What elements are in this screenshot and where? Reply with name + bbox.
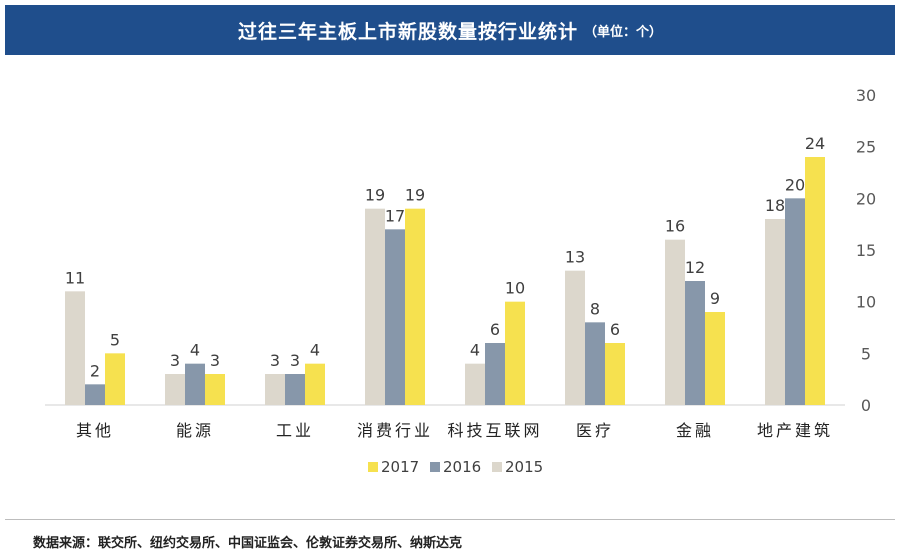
data-label: 4 <box>190 341 200 360</box>
x-tick-label: 科技互联网 <box>447 421 542 440</box>
bar <box>785 198 805 405</box>
data-label: 17 <box>385 206 405 225</box>
bar <box>85 384 105 405</box>
x-tick-label: 其他 <box>76 421 114 440</box>
chart-title: 过往三年主板上市新股数量按行业统计 <box>237 20 578 43</box>
chart-title-bar: 过往三年主板上市新股数量按行业统计 （单位：个） <box>5 5 895 55</box>
y-tick-label: 15 <box>856 241 876 260</box>
bar <box>465 363 485 405</box>
data-label: 3 <box>210 351 220 370</box>
data-label: 3 <box>290 351 300 370</box>
data-label: 19 <box>365 186 385 205</box>
bar <box>585 322 605 405</box>
data-label: 6 <box>490 320 500 339</box>
data-label: 8 <box>590 299 600 318</box>
bar <box>65 291 85 405</box>
bar <box>565 270 585 405</box>
bar <box>765 219 785 405</box>
data-label: 18 <box>765 196 785 215</box>
chart-unit-label: （单位：个） <box>584 24 663 40</box>
data-label: 10 <box>505 279 525 298</box>
data-source-note: 数据来源：联交所、纽约交易所、中国证监会、伦敦证券交易所、纳斯达克 <box>33 536 463 551</box>
bar <box>105 353 125 405</box>
data-label: 2 <box>90 361 100 380</box>
bar <box>265 374 285 405</box>
x-tick-label: 地产建筑 <box>757 421 833 440</box>
bar <box>185 363 205 405</box>
bar <box>505 301 525 405</box>
y-tick-label: 0 <box>861 396 871 415</box>
data-label: 4 <box>310 341 320 360</box>
bar <box>405 208 425 405</box>
bar <box>605 343 625 405</box>
bar <box>165 374 185 405</box>
data-label: 5 <box>110 330 120 349</box>
bar <box>385 229 405 405</box>
legend-swatch <box>368 462 378 472</box>
y-tick-label: 5 <box>861 344 871 363</box>
bar <box>705 312 725 405</box>
x-tick-label: 金融 <box>676 421 714 440</box>
bar <box>685 281 705 405</box>
data-label: 4 <box>470 341 480 360</box>
x-tick-label: 医疗 <box>576 421 614 440</box>
data-label: 9 <box>710 289 720 308</box>
x-tick-label: 能源 <box>176 421 214 440</box>
x-tick-label: 工业 <box>276 421 314 440</box>
y-tick-label: 10 <box>856 293 876 312</box>
data-label: 19 <box>405 186 425 205</box>
bar <box>285 374 305 405</box>
data-label: 12 <box>685 258 705 277</box>
legend-label: 2015 <box>505 458 543 476</box>
y-tick-label: 25 <box>856 138 876 157</box>
data-label: 16 <box>665 217 685 236</box>
data-label: 24 <box>805 134 825 153</box>
data-label: 20 <box>785 175 805 194</box>
data-label: 3 <box>170 351 180 370</box>
data-label: 3 <box>270 351 280 370</box>
data-label: 6 <box>610 320 620 339</box>
bar <box>665 239 685 405</box>
bar <box>485 343 505 405</box>
y-tick-label: 20 <box>856 189 876 208</box>
bar <box>805 157 825 405</box>
data-label: 11 <box>65 268 85 287</box>
x-tick-label: 消费行业 <box>357 421 433 440</box>
bar <box>365 208 385 405</box>
legend-label: 2017 <box>381 458 419 476</box>
legend-swatch <box>430 462 440 472</box>
legend-label: 2016 <box>443 458 481 476</box>
data-label: 13 <box>565 248 585 267</box>
footer-divider <box>5 519 895 520</box>
y-tick-label: 30 <box>856 86 876 105</box>
bar <box>205 374 225 405</box>
bar <box>305 363 325 405</box>
legend-swatch <box>492 462 502 472</box>
